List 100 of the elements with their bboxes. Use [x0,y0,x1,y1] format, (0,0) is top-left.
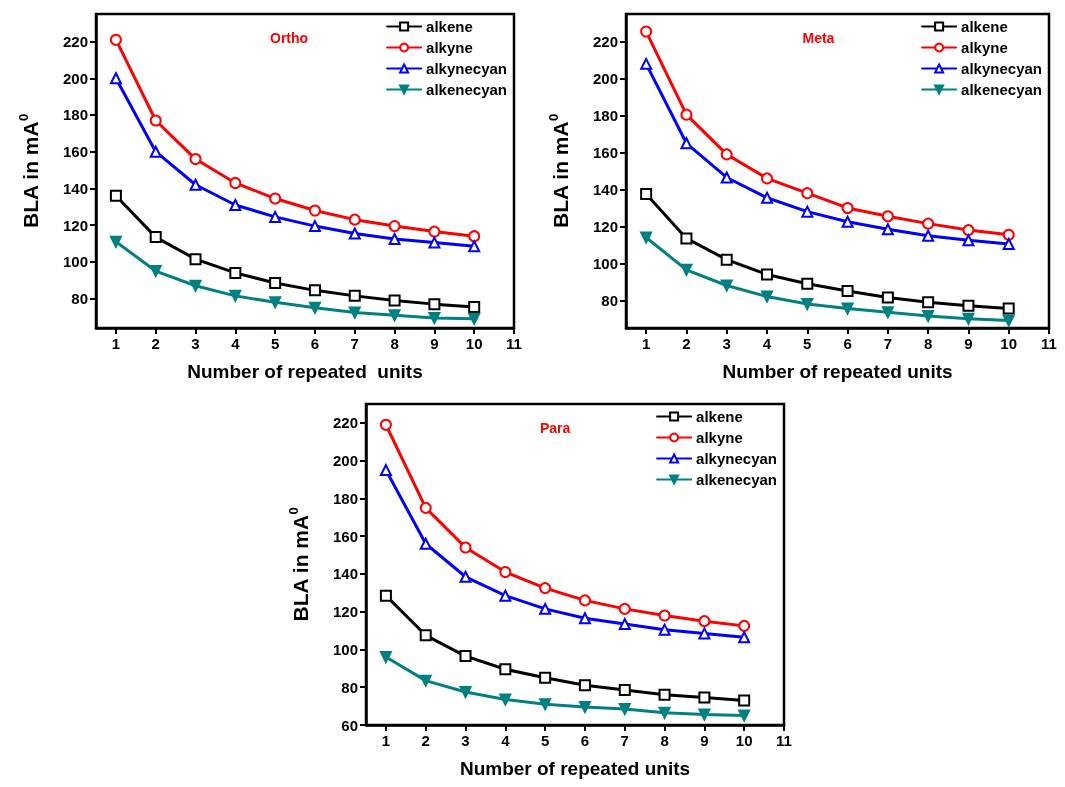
point [109,33,122,46]
legend-label: alkenecyan [696,471,777,488]
point [1002,302,1015,315]
x-tick-label: 10 [735,732,753,749]
y-tick-label: 200 [62,69,88,87]
x-tick-label: 8 [390,335,399,352]
y-tick-label: 120 [62,216,88,234]
point [680,108,693,121]
point [658,623,671,636]
y-tick-label: 120 [332,603,358,621]
x-tick-label: 7 [620,732,629,749]
point [539,602,552,615]
point [578,701,591,714]
y-tick-label: 220 [62,33,88,51]
y-tick-label: 140 [592,180,618,198]
point [1002,237,1015,250]
point [499,663,512,676]
legend-label: alkenecyan [426,81,507,98]
point [109,189,122,202]
point [419,629,432,642]
x-tick-label: 5 [803,335,812,352]
point [922,217,935,230]
legend-label: alkene [426,18,473,35]
x-axis-title: Number of repeated units [459,758,691,779]
point [459,650,472,663]
x-tick-label: 1 [111,335,121,352]
point [229,176,242,189]
point [379,589,392,602]
point [698,627,711,640]
x-tick-label: 7 [883,335,893,352]
point [499,566,512,579]
x-tick-label: 9 [430,335,439,352]
x-tick-label: 4 [501,732,511,749]
x-tick-label: 6 [843,335,852,352]
point [841,215,854,228]
x-tick-label: 9 [700,732,709,749]
point [419,537,432,550]
point [348,306,361,319]
point [801,277,814,290]
point [761,191,773,204]
x-axis-title: Number of repeated units [187,361,423,382]
point [149,265,162,278]
point [388,232,401,245]
point [149,145,162,158]
legend-label: alkene [961,18,1008,35]
point [881,210,894,223]
x-tick-label: 11 [1041,335,1057,352]
point [922,229,935,242]
point [578,594,591,607]
point [388,309,401,322]
point [698,708,711,721]
point [578,679,591,692]
point [962,312,975,325]
point [962,224,975,237]
point [419,501,432,514]
x-tick-label: 5 [540,732,550,749]
point [680,263,693,276]
point [189,178,202,191]
x-tick-label: 10 [465,335,483,352]
legend-label: alkyne [961,39,1008,56]
point [841,201,854,214]
point [738,709,751,722]
point [698,691,711,704]
point [539,698,552,711]
y-tick-label: 100 [592,254,618,272]
x-tick-label: 7 [350,335,359,352]
point [388,294,401,307]
point [640,25,653,38]
x-tick-label: 8 [660,732,669,749]
point [499,589,512,602]
point [1002,314,1015,327]
x-tick-label: 1 [641,335,651,352]
point [881,306,894,319]
y-tick-label: 220 [592,33,618,51]
x-tick-label: 4 [762,335,772,352]
point [640,57,653,70]
point [468,300,481,313]
point [640,188,653,201]
y-tick-label: 100 [332,640,358,658]
point [539,582,552,595]
point [459,570,472,583]
point [761,290,773,303]
y-tick-label: 140 [332,565,358,583]
text: Para [540,420,571,436]
y-tick-label: 140 [62,179,88,197]
x-tick-label: 1 [381,732,391,749]
y-axis-title: BLA in mA0 [16,113,42,228]
point [189,279,202,292]
point [348,289,361,302]
y-tick-label: 200 [592,70,618,88]
point [881,223,894,236]
point [388,220,401,233]
point [658,609,671,622]
point [720,279,733,292]
y-tick-label: 80 [601,291,618,309]
point [269,296,282,309]
point [962,299,975,312]
y-tick-label: 160 [332,527,358,545]
legend-label: alkyne [696,429,743,446]
point [962,234,975,247]
